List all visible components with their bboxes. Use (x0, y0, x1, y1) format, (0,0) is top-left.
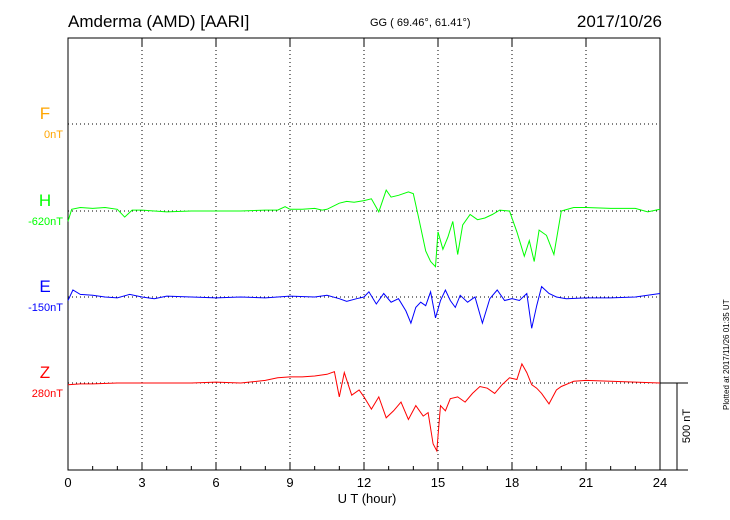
x-axis-label: U T (hour) (338, 491, 397, 506)
x-tick-label: 15 (431, 475, 445, 490)
x-tick-label: 21 (579, 475, 593, 490)
trace-Z (67, 362, 661, 453)
x-tick-label: 6 (212, 475, 219, 490)
channel-baseline-Z: 280nT (32, 388, 63, 400)
scale-bar-label: 500 nT (681, 409, 693, 444)
grid-lines (68, 38, 660, 470)
channel-label-F: F (40, 104, 50, 123)
x-tick-label: 12 (357, 475, 371, 490)
x-tick-label: 9 (286, 475, 293, 490)
scale-bar: 500 nT (660, 382, 693, 471)
channel-label-E: E (39, 277, 50, 296)
x-tick-label: 24 (653, 475, 667, 490)
channel-baseline-H: -620nT (28, 216, 63, 228)
geographic-coordinates: GG ( 69.46°, 61.41°) (370, 17, 471, 29)
axis-ticks: 0 3 6 9 12 15 18 21 24 (64, 38, 667, 490)
channel-baseline-F: 0nT (44, 129, 63, 141)
channel-label-Z: Z (40, 363, 50, 382)
trace-group (67, 189, 661, 453)
channel-baseline-E: -150nT (28, 302, 63, 314)
station-title: Amderma (AMD) [AARI] (68, 12, 250, 31)
channel-label-H: H (39, 191, 51, 210)
trace-E (67, 285, 661, 329)
x-tick-label: 0 (64, 475, 71, 490)
channel-labels: F 0nT H -620nT E -150nT Z 280nT (28, 104, 63, 400)
x-tick-label: 18 (505, 475, 519, 490)
trace-H (67, 189, 661, 268)
plot-date: 2017/10/26 (576, 12, 662, 31)
x-tick-label: 3 (138, 475, 145, 490)
